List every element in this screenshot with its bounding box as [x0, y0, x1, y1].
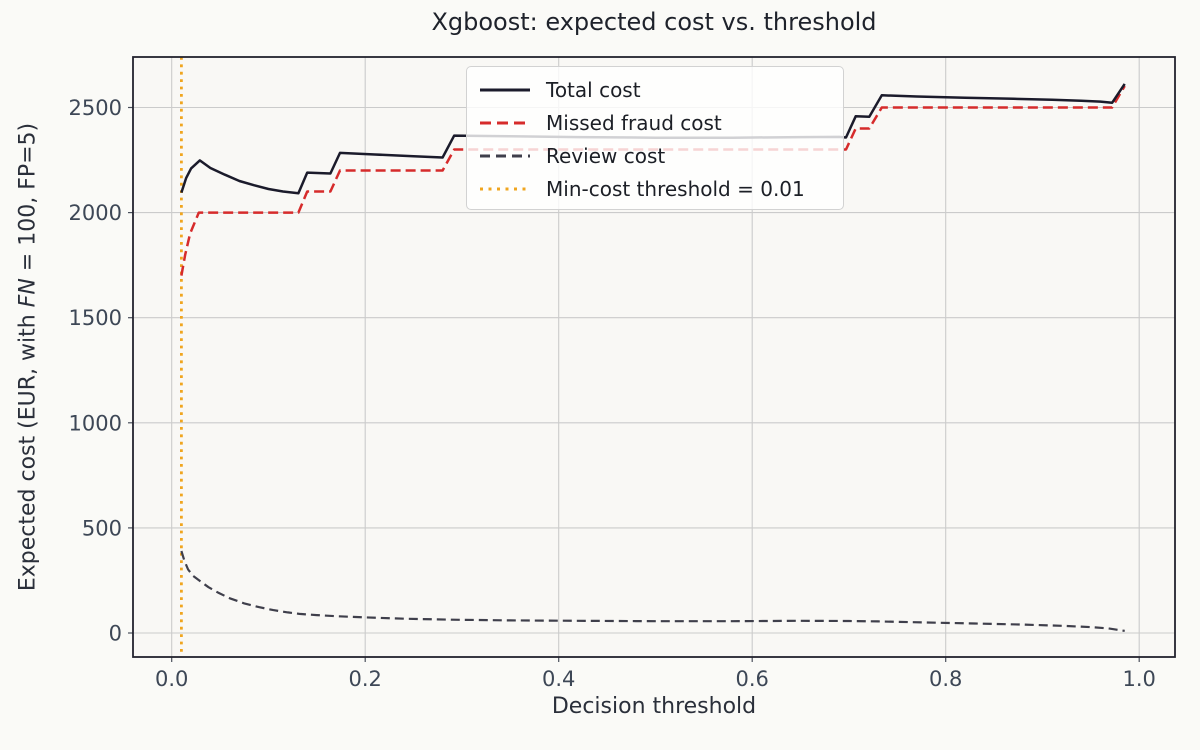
y-axis-label-prefix: Expected cost (EUR, with [15, 307, 41, 592]
y-axis-label-suffix: = 100, FP=5) [15, 122, 41, 279]
legend-item-min-cost-threshold: Min-cost threshold = 0.01 [480, 172, 843, 205]
y-tick-label: 0 [109, 622, 122, 646]
y-tick-label: 2500 [69, 96, 122, 120]
x-tick-label: 0.4 [542, 667, 575, 691]
legend-label-review-cost: Review cost [546, 143, 666, 168]
x-tick-label: 1.0 [1122, 667, 1155, 691]
y-axis-label-fn: FN [15, 278, 41, 308]
missed-fraud-cost-line [180, 85, 1126, 276]
y-tick-label: 500 [82, 516, 122, 540]
legend: Total cost Missed fraud cost Review cost Mi… [466, 66, 844, 210]
min-cost-threshold-legend-handle-icon [480, 187, 530, 190]
x-tick-label: 0.8 [929, 667, 962, 691]
legend-label-min-cost-threshold: Min-cost threshold = 0.01 [546, 176, 805, 201]
x-tick-label: 0.6 [735, 667, 768, 691]
x-axis-label: Decision threshold [551, 694, 757, 719]
missed-fraud-cost-legend-handle-icon [480, 121, 530, 124]
review-cost-line [180, 550, 1125, 632]
legend-item-missed-fraud-cost: Missed fraud cost [480, 106, 843, 139]
plot-frame [132, 56, 1176, 658]
x-tick-label: 0.2 [348, 667, 381, 691]
y-tick-label: 2000 [69, 201, 122, 225]
review-cost-legend-handle-icon [480, 154, 530, 157]
legend-item-review-cost: Review cost [480, 139, 843, 172]
legend-label-total-cost: Total cost [546, 77, 641, 102]
legend-label-missed-fraud-cost: Missed fraud cost [546, 110, 722, 135]
legend-item-total-cost: Total cost [480, 73, 843, 106]
y-tick-label: 1000 [69, 411, 122, 435]
x-tick-label: 0.0 [155, 667, 188, 691]
chart-title: Xgboost: expected cost vs. threshold [431, 8, 877, 36]
y-axis-label: Expected cost (EUR, with FN = 100, FP=5) [16, 123, 41, 591]
total-cost-legend-handle-icon [480, 88, 530, 91]
y-tick-label: 1500 [69, 306, 122, 330]
